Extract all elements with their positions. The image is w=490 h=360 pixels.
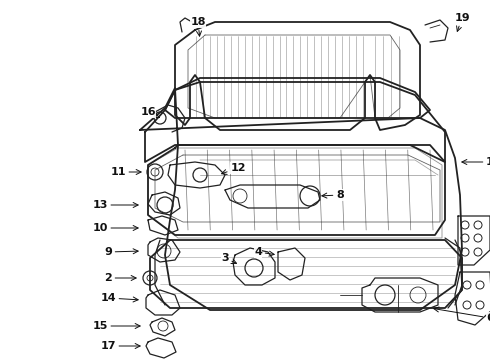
Text: 13: 13 (92, 200, 138, 210)
Text: 16: 16 (140, 107, 159, 118)
Text: 9: 9 (104, 247, 138, 257)
Text: 4: 4 (254, 247, 274, 257)
Text: 1: 1 (462, 157, 490, 167)
Text: 6: 6 (434, 307, 490, 323)
Text: 2: 2 (104, 273, 136, 283)
Text: 12: 12 (221, 163, 246, 175)
Text: 19: 19 (454, 13, 470, 31)
Text: 17: 17 (100, 341, 140, 351)
Text: 3: 3 (221, 253, 237, 264)
Text: 10: 10 (92, 223, 138, 233)
Text: 11: 11 (110, 167, 141, 177)
Text: 14: 14 (100, 293, 138, 303)
Text: 18: 18 (190, 17, 206, 36)
Text: 8: 8 (322, 190, 344, 200)
Text: 15: 15 (92, 321, 140, 331)
